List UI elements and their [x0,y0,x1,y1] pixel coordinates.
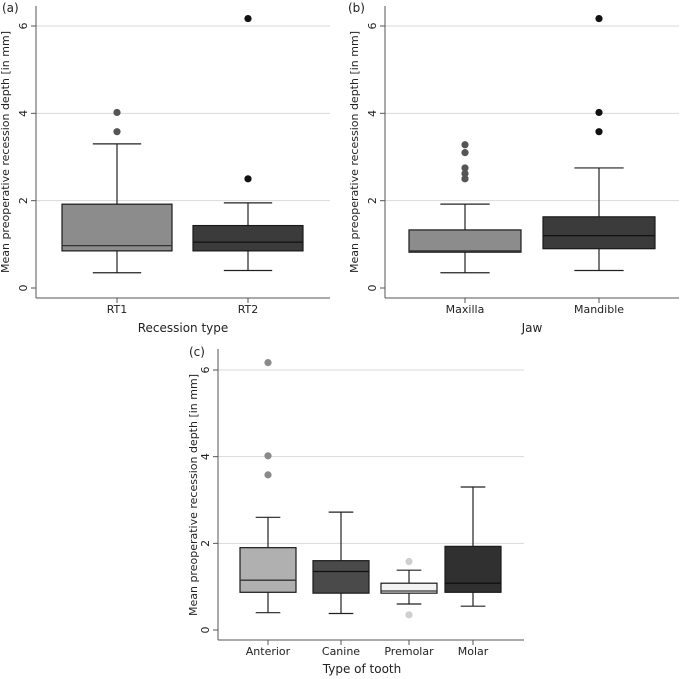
outlier-point [405,557,413,566]
y-tick-label: 6 [366,23,379,30]
y-tick-label: 2 [366,197,379,204]
y-tick-label: 2 [199,540,212,547]
x-tick-label: RT2 [238,303,259,316]
y-tick-label: 0 [366,285,379,292]
x-tick-label: Maxilla [446,303,485,316]
x-axis-title: Jaw [521,321,543,335]
box-rt1 [61,203,173,252]
outlier-point [595,128,603,136]
outlier-point [244,175,252,183]
box-maxilla [408,229,522,253]
outlier-point [264,471,272,479]
y-tick-label: 0 [199,627,212,634]
x-tick-label: Premolar [384,645,434,658]
outlier-point [264,452,272,460]
outlier-point [113,128,121,136]
x-tick-label: Mandible [574,303,624,316]
panel-label: (c) [189,345,205,359]
box-premolar [380,582,438,594]
y-tick-label: 0 [17,285,30,292]
box-mandible [542,216,656,250]
box-anterior [239,547,297,593]
panel-label: (a) [2,1,19,15]
y-axis-title: Mean preoperative recession depth [in mm… [348,31,361,273]
panel-c: 0 2 4 6 Anterior Canine Premolar Molar (c) Mean p… [187,345,524,676]
y-tick-label: 4 [366,110,379,117]
box-molar [444,545,502,593]
x-axis-title: Recession type [138,321,229,335]
box-canine [312,560,370,594]
panel-a: 0 2 4 6 RT1 RT2 (a) Mean preoperative recession… [0,1,330,335]
y-tick-label: 4 [17,110,30,117]
y-tick-label: 2 [17,197,30,204]
outlier-point [595,108,603,117]
x-tick-label: Anterior [246,645,291,658]
outlier-point [461,141,469,149]
x-tick-label: Molar [458,645,489,658]
outlier-point [244,14,252,23]
y-axis-title: Mean preoperative recession depth [in mm… [0,31,12,273]
outlier-point [113,108,121,117]
outlier-point [264,359,272,367]
outlier-point [461,164,469,172]
outlier-point [461,175,469,183]
outlier-point [595,14,603,23]
y-axis-title: Mean preoperative recession depth [in mm… [187,374,200,616]
y-tick-label: 6 [17,23,30,30]
outlier-point [461,169,469,178]
panel-label: (b) [348,1,365,15]
x-tick-label: Canine [322,645,360,658]
panel-b: 0 2 4 6 Maxilla Mandible (b) Mean preoperative … [348,1,679,335]
y-tick-label: 4 [199,453,212,460]
x-tick-label: RT1 [107,303,128,316]
x-axis-title: Type of tooth [322,662,401,676]
outlier-point [461,149,469,157]
outlier-point [405,611,413,619]
box-rt2 [192,224,304,252]
y-tick-label: 6 [199,367,212,374]
